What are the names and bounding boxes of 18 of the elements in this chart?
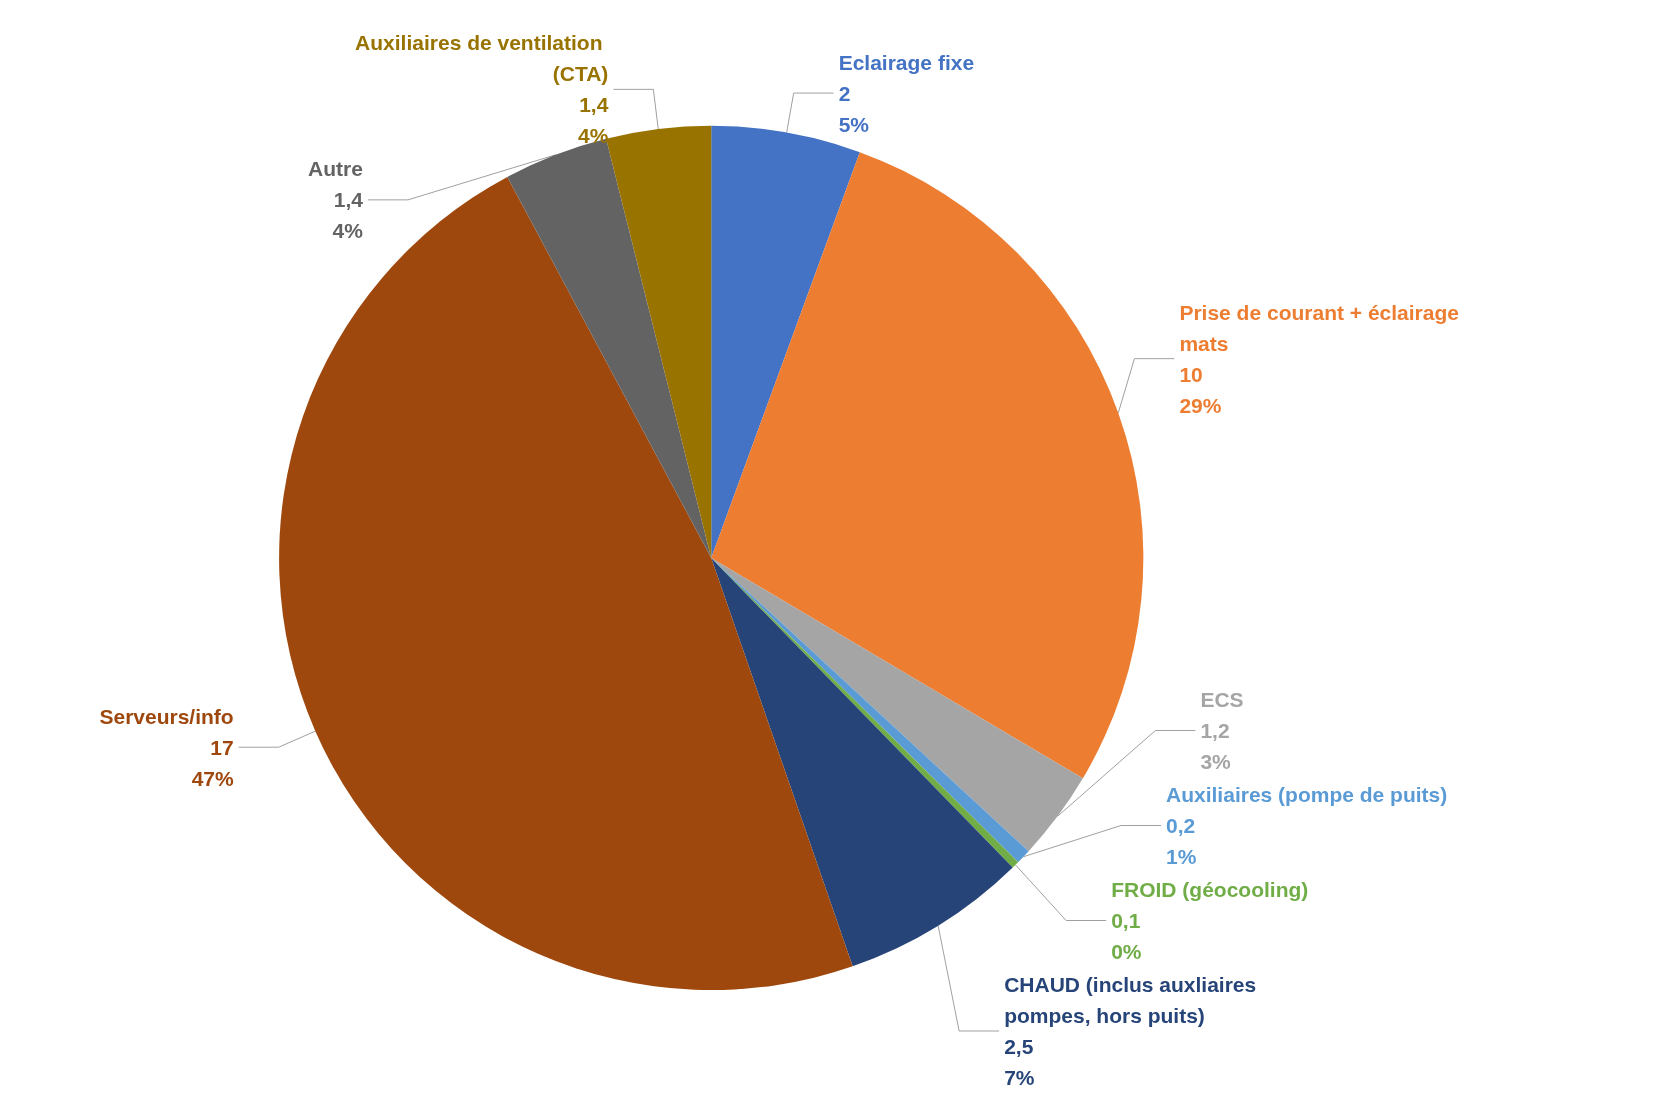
slice-label: Eclairage fixe	[838, 50, 975, 74]
slice-label: Auxiliaires (pompe de puits)	[1166, 783, 1448, 806]
data-label: 0,2 1%	[1166, 814, 1197, 868]
data-label: 2 5%	[838, 81, 870, 136]
slice-label: Prise de courant + éclairage mats	[1179, 300, 1465, 355]
data-label: 1,4 4%	[578, 93, 609, 148]
data-label: 17 47%	[191, 735, 235, 790]
data-label: 10 29%	[1179, 362, 1222, 417]
data-label: 2,5 7%	[1004, 1035, 1035, 1089]
slice-label: ECS	[1200, 688, 1244, 711]
slice-label: Serveurs/info	[99, 704, 234, 728]
data-label: 0,1 0%	[1111, 909, 1142, 963]
slice-label: Auxiliaires de ventilation (CTA)	[355, 31, 609, 86]
data-label: 1,4 4%	[332, 188, 364, 243]
slice-label: Autre	[308, 157, 363, 181]
slice-label: CHAUD (inclus auxliaires pompes, hors puits)	[1004, 973, 1263, 1027]
slice-label: FROID (géocooling)	[1111, 878, 1309, 901]
data-label: 1,2 3%	[1200, 719, 1232, 773]
